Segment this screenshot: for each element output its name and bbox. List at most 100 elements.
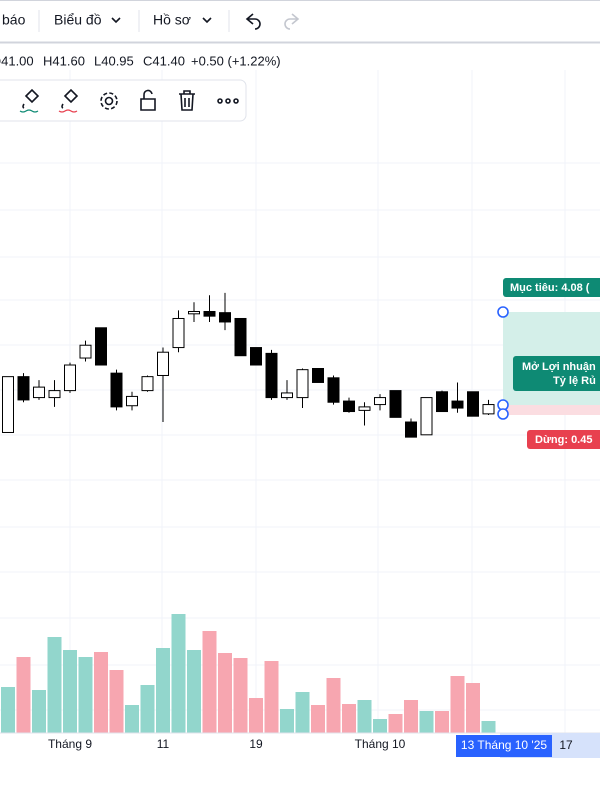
- handle[interactable]: [497, 408, 509, 420]
- toolbar: [0, 0, 600, 42]
- plot: [1, 292, 496, 733]
- candle-body: [2, 376, 14, 433]
- volume-bar: [109, 670, 124, 733]
- fill-color: [58, 109, 78, 113]
- volume-bar: [435, 711, 449, 733]
- volume-bar: [466, 683, 480, 733]
- volume-bar: [187, 650, 201, 733]
- legend-low: L40.95: [94, 53, 134, 68]
- stop-label: Dừng: 0.45: [535, 434, 592, 446]
- volume-bar: [16, 657, 31, 733]
- candle-body: [48, 390, 61, 399]
- fill-icon[interactable]: [22, 88, 40, 109]
- volume-bar: [404, 700, 418, 733]
- candle-body: [358, 406, 371, 411]
- candle-body: [296, 369, 309, 399]
- candle-body: [188, 310, 200, 315]
- crosshair-label-box: [456, 735, 552, 757]
- dot: [217, 98, 223, 104]
- toolbar-item[interactable]: Hồ sơ: [153, 12, 191, 28]
- delete-icon[interactable]: [179, 90, 195, 111]
- chevron: [111, 17, 121, 24]
- x-tick-label: 19: [249, 737, 263, 751]
- legend-change: +0.50 (+1.22%): [191, 53, 281, 68]
- undo[interactable]: [245, 13, 261, 30]
- candle-body: [126, 395, 138, 407]
- floating-toolbar: [0, 79, 247, 122]
- volume-bar: [1, 687, 15, 733]
- target-label: Mục tiêu: 4.08 (: [510, 282, 590, 294]
- more-icon[interactable]: [217, 98, 239, 104]
- candle-body: [436, 391, 448, 413]
- x-tick-label: 11: [157, 737, 170, 751]
- legend-open: O41.00: [0, 53, 34, 68]
- toolbar-item[interactable]: báo: [2, 12, 26, 28]
- stop-label-box: [527, 430, 600, 449]
- candle-body: [64, 364, 76, 392]
- candle-body: [141, 376, 154, 392]
- dot: [233, 98, 239, 104]
- volume-bar: [419, 711, 434, 733]
- volume-bar: [32, 690, 46, 733]
- volume-bar: [450, 676, 465, 733]
- volume-bar: [373, 719, 387, 733]
- volume-bar: [326, 678, 341, 733]
- fill-color: [19, 109, 39, 113]
- volume-bar: [311, 705, 325, 733]
- legend-high: H41.60: [43, 53, 85, 68]
- volume-bar: [481, 721, 496, 733]
- volume-bar: [218, 653, 232, 733]
- candle-body: [405, 421, 417, 438]
- volume-bar: [280, 709, 294, 733]
- candle-body: [203, 310, 216, 317]
- volume-bar: [295, 692, 310, 733]
- volume-bar: [388, 714, 403, 733]
- candle-body: [33, 386, 45, 399]
- toolbar-item[interactable]: Biểu đồ: [54, 12, 102, 28]
- volume-bar: [249, 698, 263, 733]
- fill-icon[interactable]: [61, 88, 79, 109]
- volume-bar: [94, 652, 108, 733]
- candle-body: [281, 392, 293, 399]
- redo[interactable]: [284, 13, 300, 30]
- volume-bar: [78, 657, 93, 733]
- candle-body: [157, 351, 169, 376]
- handle[interactable]: [497, 306, 509, 318]
- candle-body: [219, 312, 231, 323]
- chevron: [202, 17, 212, 24]
- candle-body: [451, 400, 464, 409]
- settings-icon: [100, 92, 118, 110]
- candle-body: [250, 347, 262, 366]
- legend-close: C41.40: [143, 53, 185, 68]
- settings-icon[interactable]: [104, 96, 114, 106]
- candle-body: [467, 391, 479, 417]
- candle-body: [95, 327, 107, 366]
- x-tick-label: 17: [559, 738, 573, 752]
- info-line: Tỷ lệ Rủ: [553, 375, 596, 387]
- crosshair-label: 13 Tháng 10 '25: [461, 738, 547, 752]
- volume-bar: [140, 685, 155, 733]
- target-label-box: [503, 278, 600, 297]
- candle-body: [327, 377, 340, 403]
- volume-bar: [63, 650, 77, 733]
- volume-bar: [264, 661, 279, 733]
- volume-bar: [171, 614, 186, 733]
- candle-body: [110, 372, 123, 408]
- info-line: Mở Lợi nhuận: [522, 361, 596, 373]
- candle-body: [482, 404, 495, 415]
- volume-bar: [357, 700, 372, 733]
- volume-bar: [47, 637, 62, 733]
- volume-bar: [125, 705, 139, 733]
- x-tick-label: Tháng 10: [355, 737, 406, 751]
- stop-zone: [503, 405, 600, 415]
- x-axis: Tháng 9 11 19 Tháng 10 13 Tháng 10 '25 17: [48, 735, 573, 757]
- candle-body: [343, 400, 355, 413]
- candle-body: [312, 368, 324, 383]
- candle-body: [172, 317, 185, 349]
- volume-bar: [202, 631, 217, 733]
- candle-body: [374, 397, 386, 406]
- lock-icon[interactable]: [140, 89, 156, 111]
- x-tick-label: Tháng 9: [48, 737, 92, 751]
